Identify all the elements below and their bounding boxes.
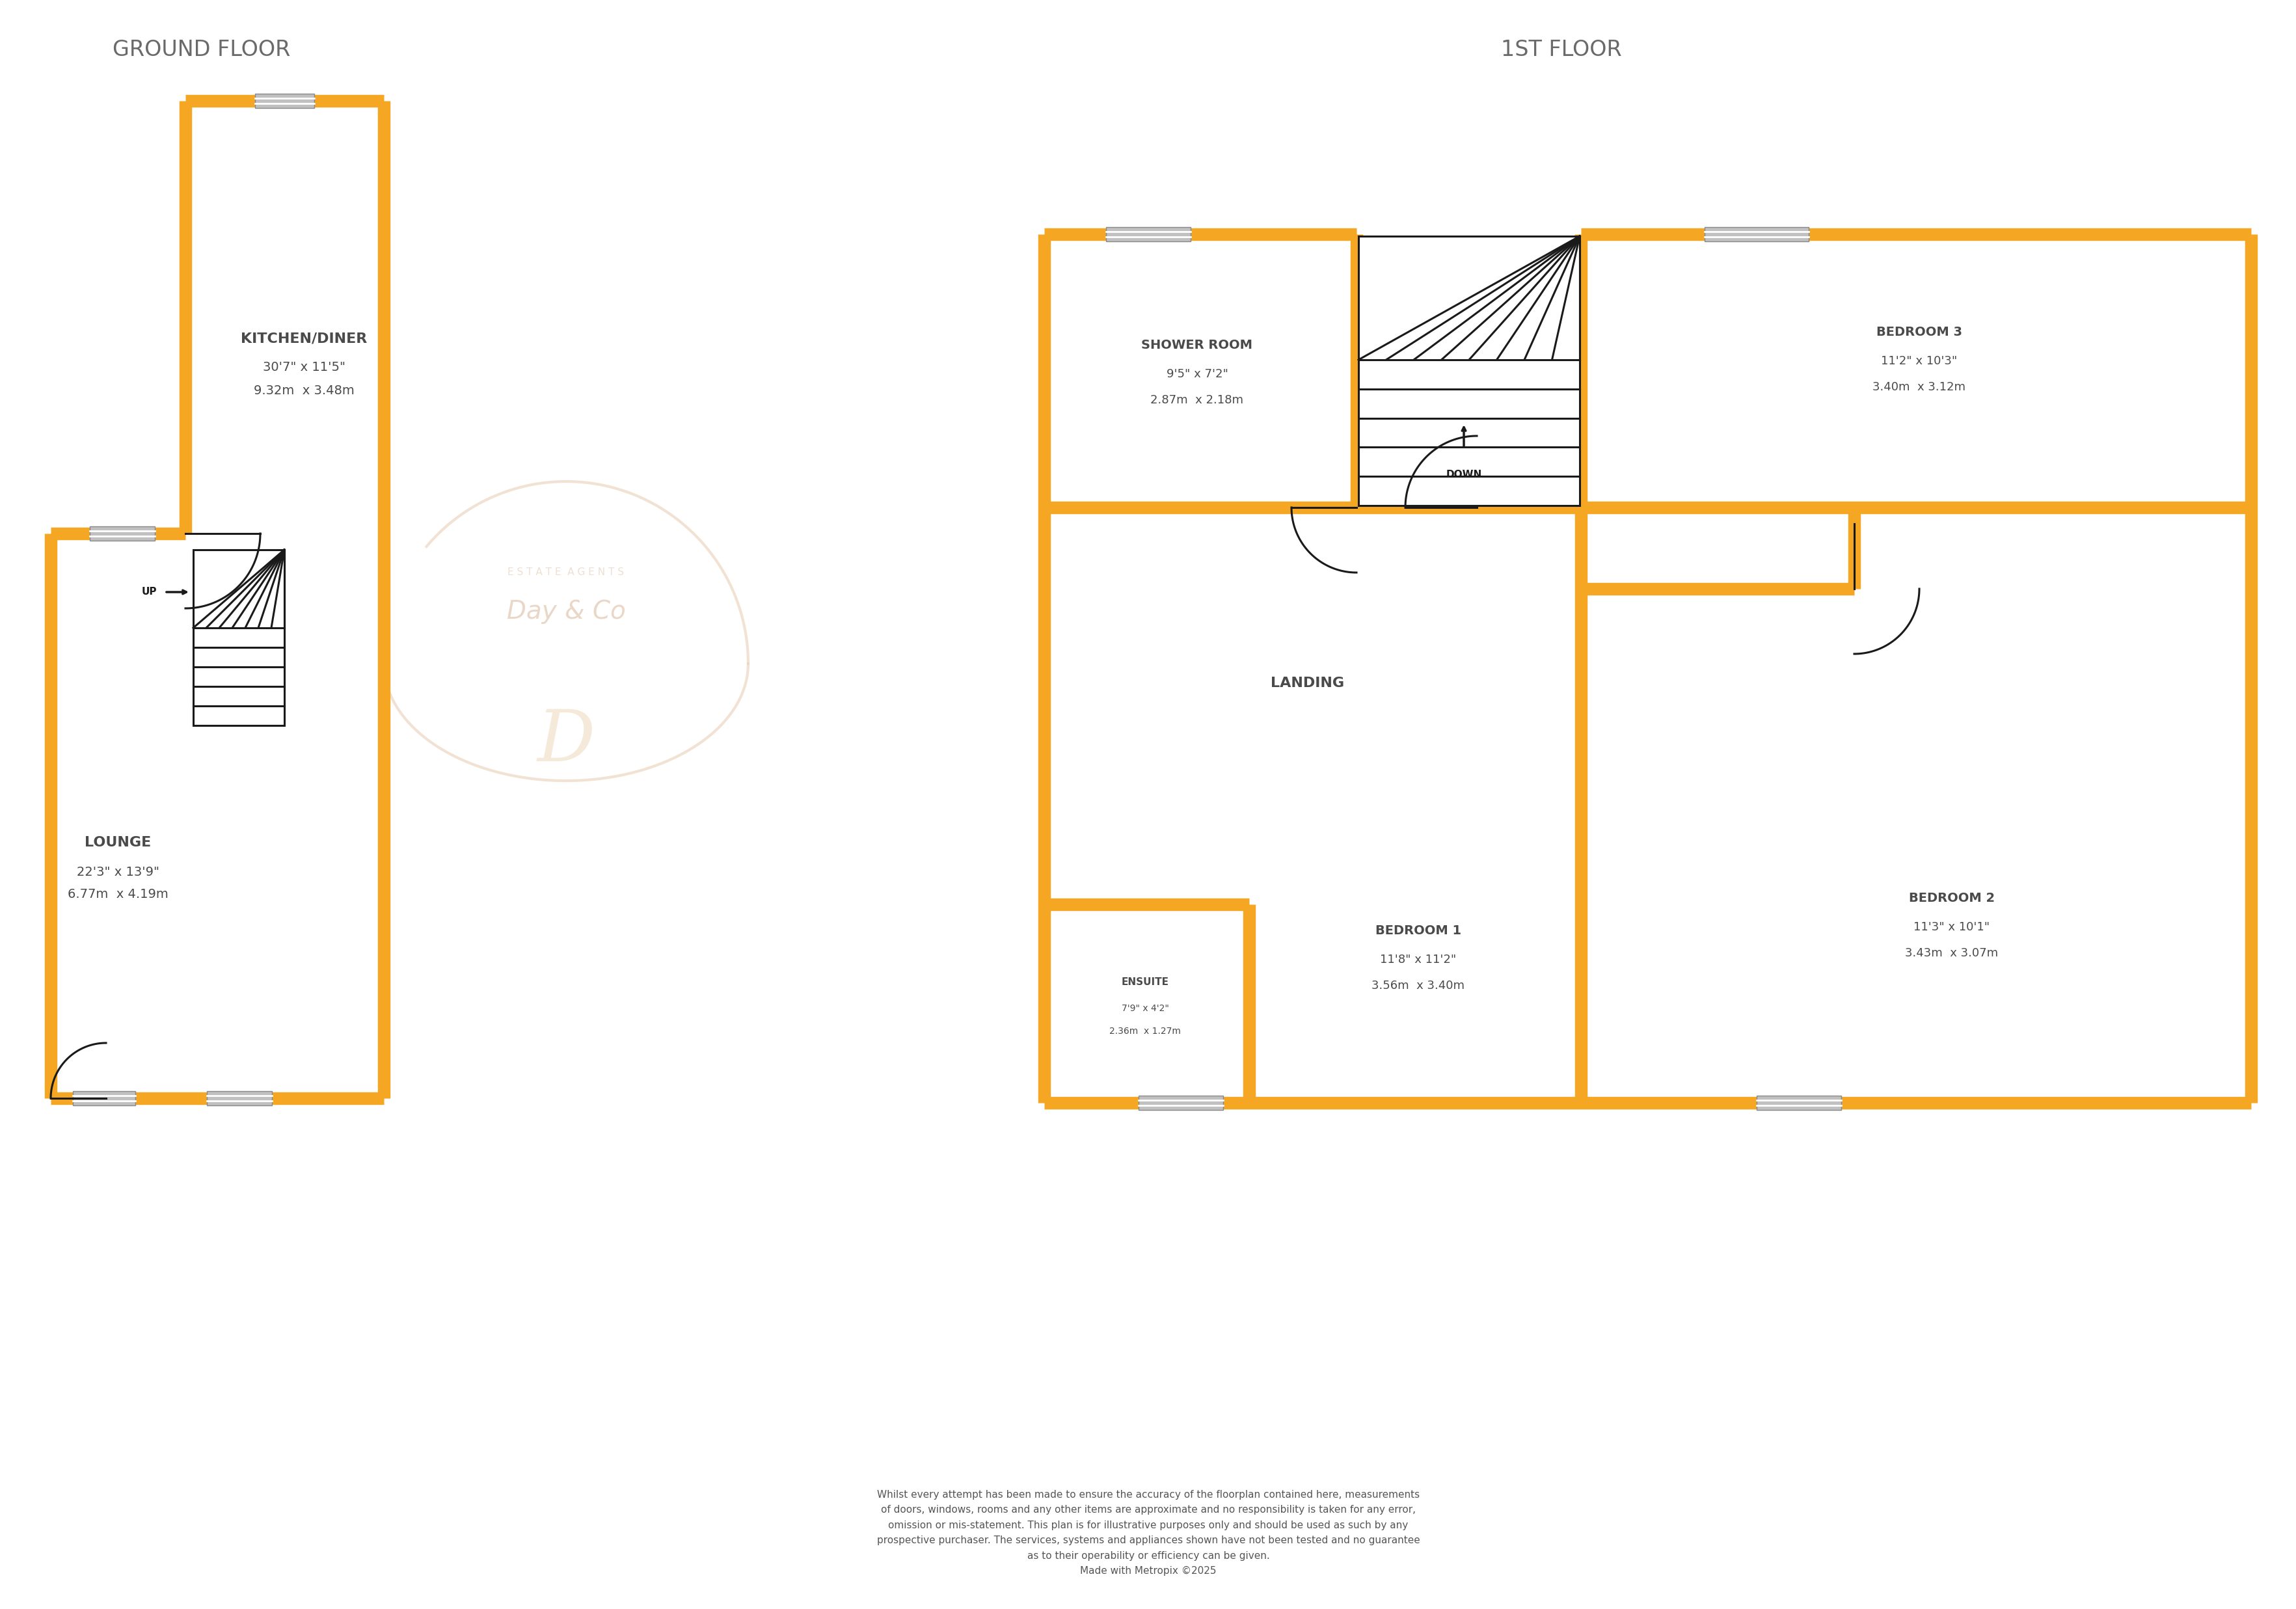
Text: ENSUITE: ENSUITE — [1120, 978, 1169, 988]
Text: 3.43m  x 3.07m: 3.43m x 3.07m — [1906, 948, 1998, 959]
Bar — [207, 1091, 271, 1105]
Text: Whilst every attempt has been made to ensure the accuracy of the floorplan conta: Whilst every attempt has been made to en… — [877, 1490, 1419, 1575]
Text: 6.77m  x 4.19m: 6.77m x 4.19m — [67, 888, 168, 901]
Text: D: D — [537, 706, 595, 777]
Text: BEDROOM 3: BEDROOM 3 — [1876, 325, 1961, 338]
Text: 11'3" x 10'1": 11'3" x 10'1" — [1913, 922, 1988, 933]
Text: 9.32m  x 3.48m: 9.32m x 3.48m — [255, 385, 354, 396]
Text: E S T A T E  A G E N T S: E S T A T E A G E N T S — [507, 568, 625, 578]
Bar — [1107, 227, 1189, 241]
Text: BEDROOM 2: BEDROOM 2 — [1908, 891, 1995, 904]
Bar — [73, 1091, 135, 1105]
Text: UP: UP — [142, 587, 156, 597]
Text: Day & Co: Day & Co — [507, 599, 625, 624]
Text: KITCHEN/DINER: KITCHEN/DINER — [241, 331, 367, 344]
Text: SHOWER ROOM: SHOWER ROOM — [1141, 338, 1251, 351]
Text: 3.56m  x 3.40m: 3.56m x 3.40m — [1371, 980, 1465, 991]
Text: 2.36m  x 1.27m: 2.36m x 1.27m — [1109, 1027, 1180, 1036]
Text: GROUND FLOOR: GROUND FLOOR — [113, 39, 292, 61]
Bar — [90, 526, 154, 541]
Text: 11'8" x 11'2": 11'8" x 11'2" — [1380, 954, 1456, 965]
Text: 2.87m  x 2.18m: 2.87m x 2.18m — [1150, 394, 1244, 405]
Bar — [1139, 1096, 1224, 1110]
Bar — [1359, 237, 1580, 505]
Text: BEDROOM 1: BEDROOM 1 — [1375, 924, 1460, 936]
Bar — [193, 550, 285, 726]
Text: 22'3" x 13'9": 22'3" x 13'9" — [76, 866, 158, 879]
Text: 30'7" x 11'5": 30'7" x 11'5" — [262, 362, 344, 373]
Text: 3.40m  x 3.12m: 3.40m x 3.12m — [1871, 381, 1965, 393]
Text: 11'2" x 10'3": 11'2" x 10'3" — [1880, 356, 1956, 367]
Text: LOUNGE: LOUNGE — [85, 837, 152, 850]
Text: DOWN: DOWN — [1446, 470, 1481, 479]
Bar — [1704, 227, 1809, 241]
Bar — [1756, 1096, 1841, 1110]
Text: 9'5" x 7'2": 9'5" x 7'2" — [1166, 368, 1228, 380]
Text: 1ST FLOOR: 1ST FLOOR — [1502, 39, 1621, 61]
Text: 7'9" x 4'2": 7'9" x 4'2" — [1120, 1004, 1169, 1014]
Bar — [255, 93, 315, 108]
Text: LANDING: LANDING — [1270, 677, 1343, 690]
